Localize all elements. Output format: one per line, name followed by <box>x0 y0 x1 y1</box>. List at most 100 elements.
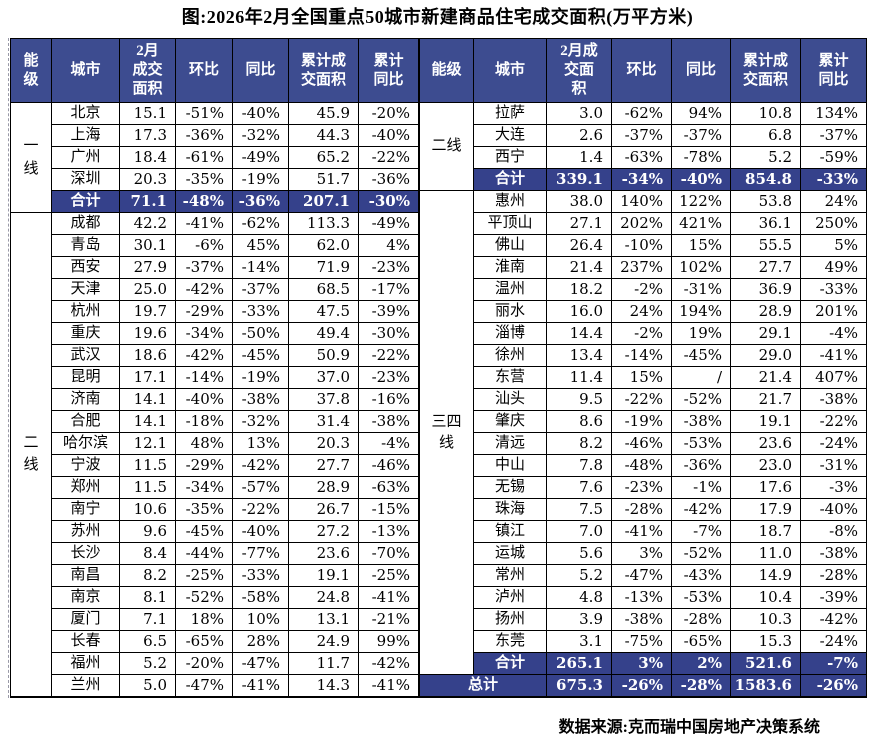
city-cell: 南宁 <box>51 498 120 521</box>
column-header: 累计成交面积 <box>730 38 801 103</box>
table-row: 佛山 26.4 -10% 15% 55.5 5% <box>420 234 867 257</box>
value-cell: -38% <box>358 410 419 433</box>
value-cell: 3.1 <box>546 630 612 653</box>
column-header-label: 2月成交面积 <box>560 43 598 97</box>
value-cell: 30.1 <box>119 234 176 257</box>
value-cell: 25.0 <box>119 278 176 301</box>
value-cell: -24% <box>800 630 867 653</box>
total-value-cell: 854.8 <box>730 168 801 191</box>
value-cell: -37% <box>671 124 731 147</box>
value-cell: -41% <box>175 212 233 235</box>
table-row: 淮南 21.4 237% 102% 27.7 49% <box>420 256 867 279</box>
value-cell: 38.0 <box>546 190 612 213</box>
column-header-label: 城市 <box>494 62 525 79</box>
value-cell: -63% <box>611 146 672 169</box>
value-cell: 27.2 <box>288 520 359 543</box>
value-cell: 1.4 <box>546 146 612 169</box>
value-cell: -35% <box>175 498 233 521</box>
table-row: 淄博 14.4 -2% 19% 29.1 -4% <box>420 322 867 345</box>
tier-cell: 二线 <box>419 102 474 191</box>
city-cell: 昆明 <box>51 366 120 389</box>
value-cell: -39% <box>358 300 419 323</box>
value-cell: 28% <box>232 630 289 653</box>
value-cell: -40% <box>175 388 233 411</box>
value-cell: -49% <box>232 146 289 169</box>
value-cell: -23% <box>358 366 419 389</box>
table-row: 福州 5.2 -20% -47% 11.7 -42% <box>11 652 419 675</box>
value-cell: -50% <box>232 322 289 345</box>
value-cell: -42% <box>175 344 233 367</box>
city-cell: 镇江 <box>473 520 547 543</box>
tier-label: 三四线 <box>431 413 462 451</box>
city-cell: 淄博 <box>473 322 547 345</box>
table-row: 青岛 30.1 -6% 45% 62.0 4% <box>11 234 419 257</box>
value-cell: 24% <box>800 190 867 213</box>
city-cell: 惠州 <box>473 190 547 213</box>
value-cell: -37% <box>175 256 233 279</box>
value-cell: 18.6 <box>119 344 176 367</box>
column-header-label: 2月成交面积 <box>132 43 163 97</box>
total-value-cell: -33% <box>800 168 867 191</box>
total-value-cell: -34% <box>611 168 672 191</box>
value-cell: -57% <box>232 476 289 499</box>
value-cell: -77% <box>232 542 289 565</box>
table-row: 深圳 20.3 -35% -19% 51.7 -36% <box>11 168 419 191</box>
column-header-label: 城市 <box>70 62 101 79</box>
value-cell: -20% <box>358 102 419 125</box>
value-cell: 13.1 <box>288 608 359 631</box>
value-cell: 102% <box>671 256 731 279</box>
value-cell: 3.0 <box>546 102 612 125</box>
value-cell: 5.2 <box>546 564 612 587</box>
value-cell: -4% <box>358 432 419 455</box>
value-cell: -70% <box>358 542 419 565</box>
city-cell: 运城 <box>473 542 547 565</box>
value-cell: -28% <box>800 564 867 587</box>
column-header: 城市 <box>51 38 120 103</box>
value-cell: 27.7 <box>288 454 359 477</box>
value-cell: -18% <box>175 410 233 433</box>
column-header-label: 能级 <box>431 62 462 79</box>
value-cell: 36.9 <box>730 278 801 301</box>
value-cell: 407% <box>800 366 867 389</box>
column-header: 同比 <box>232 38 289 103</box>
table-row: 二线 成都 42.2 -41% -62% 113.3 -49% <box>10 212 419 697</box>
grand-total-label-cell: 总计 <box>419 674 547 697</box>
tables-container: 能级 城市 2月成交面积 环比 同比 累计成交面积 累计同比 一线 北京 15.1 -51% -40%… <box>10 38 867 698</box>
value-cell: 24.8 <box>288 586 359 609</box>
city-cell: 北京 <box>51 102 120 125</box>
city-cell: 武汉 <box>51 344 120 367</box>
value-cell: 26.7 <box>288 498 359 521</box>
value-cell: 23.0 <box>730 454 801 477</box>
value-cell: 3% <box>611 542 672 565</box>
city-cell: 泸州 <box>473 586 547 609</box>
value-cell: -30% <box>358 322 419 345</box>
value-cell: 45.9 <box>288 102 359 125</box>
value-cell: 16.0 <box>546 300 612 323</box>
value-cell: 4.8 <box>546 586 612 609</box>
value-cell: -36% <box>175 124 233 147</box>
column-header-label: 同比 <box>685 62 716 79</box>
city-cell: 郑州 <box>51 476 120 499</box>
value-cell: -23% <box>358 256 419 279</box>
value-cell: 5.0 <box>119 674 176 697</box>
value-cell: 13.4 <box>546 344 612 367</box>
column-header: 能级 <box>10 38 52 103</box>
value-cell: -41% <box>800 344 867 367</box>
total-value-cell: 207.1 <box>288 190 359 213</box>
table-row: 合肥 14.1 -18% -32% 31.4 -38% <box>11 410 419 433</box>
value-cell: 7.8 <box>546 454 612 477</box>
total-value-cell: 3% <box>611 652 672 675</box>
tier-cell: 一线 <box>10 102 52 213</box>
city-cell: 丽水 <box>473 300 547 323</box>
grand-total-value-cell: -28% <box>671 674 731 697</box>
city-cell: 济南 <box>51 388 120 411</box>
total-value-cell: -48% <box>175 190 233 213</box>
value-cell: -42% <box>232 454 289 477</box>
value-cell: 122% <box>671 190 731 213</box>
value-cell: 23.6 <box>288 542 359 565</box>
value-cell: -2% <box>611 322 672 345</box>
table-row: 东莞 3.1 -75% -65% 15.3 -24% <box>420 630 867 653</box>
column-header-label: 环比 <box>188 62 219 79</box>
table-row: 长春 6.5 -65% 28% 24.9 99% <box>11 630 419 653</box>
value-cell: 26.4 <box>546 234 612 257</box>
